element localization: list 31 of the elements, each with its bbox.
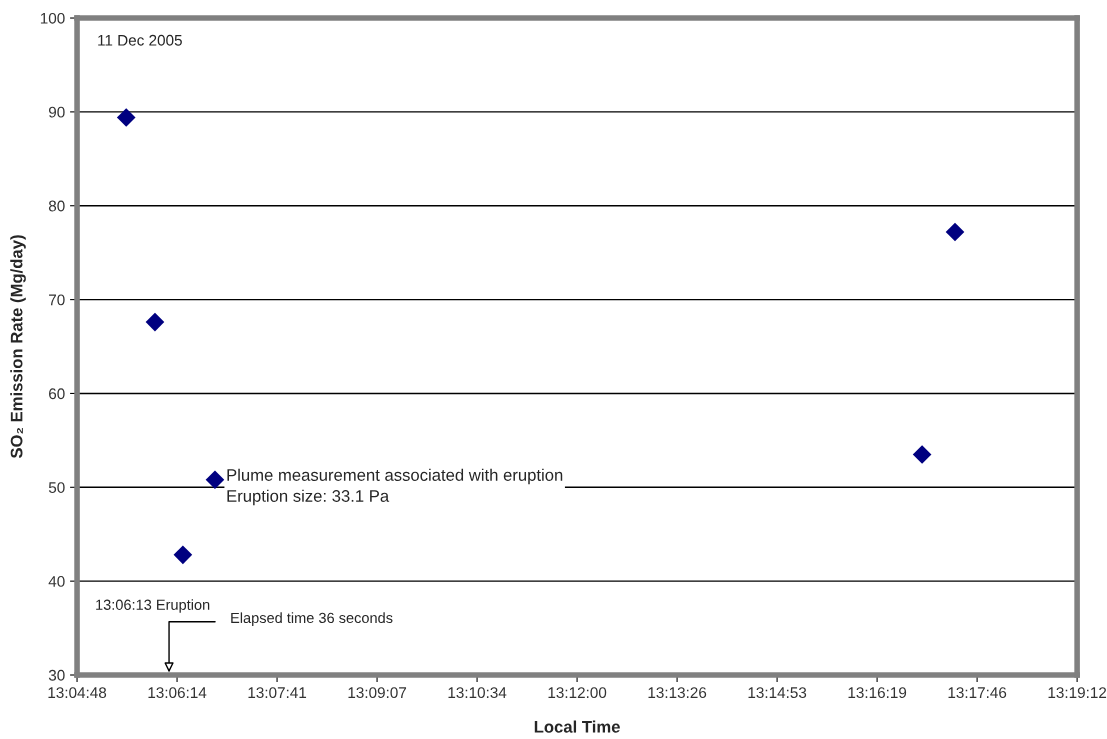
y-tick-label: 30 xyxy=(48,669,65,681)
x-tick-label: 13:13:26 xyxy=(648,687,707,699)
point xyxy=(945,222,965,242)
x-axis-title: Local Time xyxy=(534,720,620,733)
point xyxy=(116,108,136,127)
x-tick-label: 13:16:19 xyxy=(848,687,907,699)
x-tick-label: 13:17:46 xyxy=(948,687,1007,699)
point xyxy=(205,470,225,490)
point xyxy=(173,545,193,565)
x-tick-label: 13:19:12 xyxy=(1048,687,1107,699)
y-tick-label: 100 xyxy=(40,12,65,24)
x-tick-label: 13:09:07 xyxy=(348,687,407,699)
x-tick-label: 13:04:48 xyxy=(48,687,107,699)
y-tick-label: 80 xyxy=(48,200,65,212)
x-tick-label: 13:10:34 xyxy=(448,687,507,699)
annotation: 11 Dec 2005 xyxy=(98,34,182,46)
annotation: Elapsed time 36 seconds xyxy=(231,612,393,626)
point xyxy=(912,445,932,464)
y-axis-title: SO₂ Emission Rate (Mg/day) xyxy=(10,235,26,459)
y-tick-label: 50 xyxy=(48,482,65,493)
x-tick-label: 13:07:41 xyxy=(248,687,307,699)
y-tick-label: 60 xyxy=(49,388,65,400)
x-tick-label: 13:06:14 xyxy=(148,687,207,699)
y-tick-label: 40 xyxy=(48,576,65,587)
annotation: Plume measurement associated with eruption Eruption size: 33.1 Pa xyxy=(227,468,563,506)
x-tick-label: 13:12:00 xyxy=(548,687,607,699)
y-tick-label: 70 xyxy=(49,294,65,306)
point xyxy=(145,312,165,332)
y-tick-label: 90 xyxy=(48,106,65,118)
annotation: 13:06:13 Eruption xyxy=(96,599,210,613)
x-tick-label: 13:14:53 xyxy=(748,687,807,699)
